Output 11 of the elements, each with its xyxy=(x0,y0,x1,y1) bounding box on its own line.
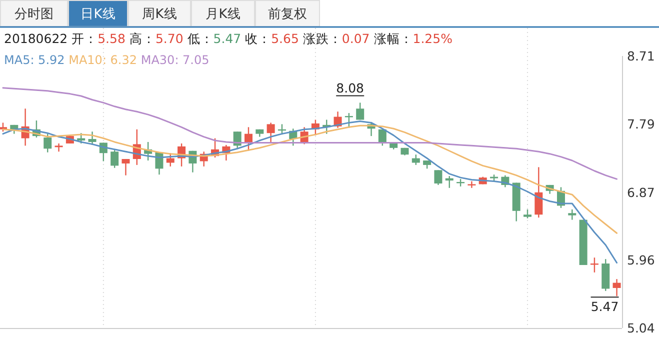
text: MA5: 5.92 xyxy=(4,53,65,67)
y-tick-label: 6.87 xyxy=(627,184,655,200)
note: 5.47 xyxy=(590,296,620,314)
y-tick-label: 5.96 xyxy=(627,252,655,268)
text: MA10: 6.32 xyxy=(68,53,138,67)
y-tick-label: 7.79 xyxy=(627,116,655,132)
text: 20180622 开：5.58 高：5.70 低：5.47 收：5.65 涨跌：0.07 涨幅：1.25% xyxy=(4,31,452,46)
text: MA30: 7.05 xyxy=(140,53,210,67)
note: 8.08 xyxy=(336,80,365,96)
y-tick-label: 8.71 xyxy=(627,48,655,64)
y-tick-label: 5.04 xyxy=(627,320,655,336)
